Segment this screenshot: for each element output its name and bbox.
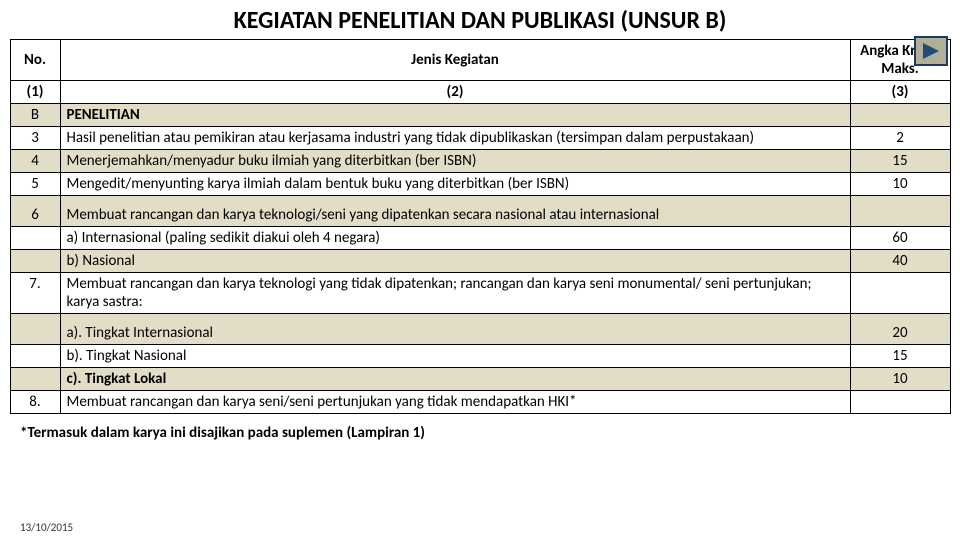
table-row: b). Tingkat Nasional15	[10, 345, 950, 368]
row-text: Membuat rancangan dan karya seni/seni pe…	[60, 391, 850, 414]
row-value	[850, 196, 950, 227]
sub-2: (2)	[60, 81, 850, 104]
page-title: KEGIATAN PENELITIAN DAN PUBLIKASI (UNSUR…	[0, 0, 960, 39]
play-icon	[921, 42, 941, 60]
subheader-row: (1) (2) (3)	[10, 81, 950, 104]
row-number: 7.	[10, 273, 60, 314]
row-text: Membuat rancangan dan karya teknologi/se…	[60, 196, 850, 227]
main-table: No. Jenis Kegiatan Angka Kredit Maks. (1…	[10, 39, 951, 414]
row-number: 6	[10, 196, 60, 227]
row-text: Menerjemahkan/menyadur buku ilmiah yang …	[60, 150, 850, 173]
row-number: B	[10, 104, 60, 127]
row-text: a). Tingkat Internasional	[60, 314, 850, 345]
row-text: a) Internasional (paling sedikit diakui …	[60, 227, 850, 250]
col-no: No.	[10, 40, 60, 81]
table-row: 3Hasil penelitian atau pemikiran atau ke…	[10, 127, 950, 150]
row-number	[10, 368, 60, 391]
row-value	[850, 104, 950, 127]
row-value: 20	[850, 314, 950, 345]
row-text: Mengedit/menyunting karya ilmiah dalam b…	[60, 173, 850, 196]
col-kegiatan: Jenis Kegiatan	[60, 40, 850, 81]
row-value: 10	[850, 173, 950, 196]
header-row: No. Jenis Kegiatan Angka Kredit Maks.	[10, 40, 950, 81]
row-number	[10, 227, 60, 250]
row-number: 4	[10, 150, 60, 173]
row-number	[10, 345, 60, 368]
row-number	[10, 250, 60, 273]
table-row: a). Tingkat Internasional20	[10, 314, 950, 345]
row-text: Membuat rancangan dan karya teknologi ya…	[60, 273, 850, 314]
row-text: b) Nasional	[60, 250, 850, 273]
table-row: 6Membuat rancangan dan karya teknologi/s…	[10, 196, 950, 227]
footnote: *Termasuk dalam karya ini disajikan pada…	[20, 424, 960, 442]
table-row: b) Nasional40	[10, 250, 950, 273]
sub-3: (3)	[850, 81, 950, 104]
row-value: 40	[850, 250, 950, 273]
row-value: 10	[850, 368, 950, 391]
row-value	[850, 273, 950, 314]
date-stamp: 13/10/2015	[20, 521, 73, 534]
row-text: PENELITIAN	[60, 104, 850, 127]
row-value: 15	[850, 345, 950, 368]
row-value	[850, 391, 950, 414]
table-row: a) Internasional (paling sedikit diakui …	[10, 227, 950, 250]
row-number	[10, 314, 60, 345]
table-row: 7.Membuat rancangan dan karya teknologi …	[10, 273, 950, 314]
next-button[interactable]	[914, 36, 948, 66]
row-value: 60	[850, 227, 950, 250]
row-number: 3	[10, 127, 60, 150]
row-number: 8.	[10, 391, 60, 414]
row-text: Hasil penelitian atau pemikiran atau ker…	[60, 127, 850, 150]
row-number: 5	[10, 173, 60, 196]
table-row: 5Mengedit/menyunting karya ilmiah dalam …	[10, 173, 950, 196]
sub-1: (1)	[10, 81, 60, 104]
row-value: 15	[850, 150, 950, 173]
row-text: c). Tingkat Lokal	[60, 368, 850, 391]
row-value: 2	[850, 127, 950, 150]
table-row: 8.Membuat rancangan dan karya seni/seni …	[10, 391, 950, 414]
table-row: c). Tingkat Lokal10	[10, 368, 950, 391]
table-row: 4Menerjemahkan/menyadur buku ilmiah yang…	[10, 150, 950, 173]
row-text: b). Tingkat Nasional	[60, 345, 850, 368]
table-row: BPENELITIAN	[10, 104, 950, 127]
